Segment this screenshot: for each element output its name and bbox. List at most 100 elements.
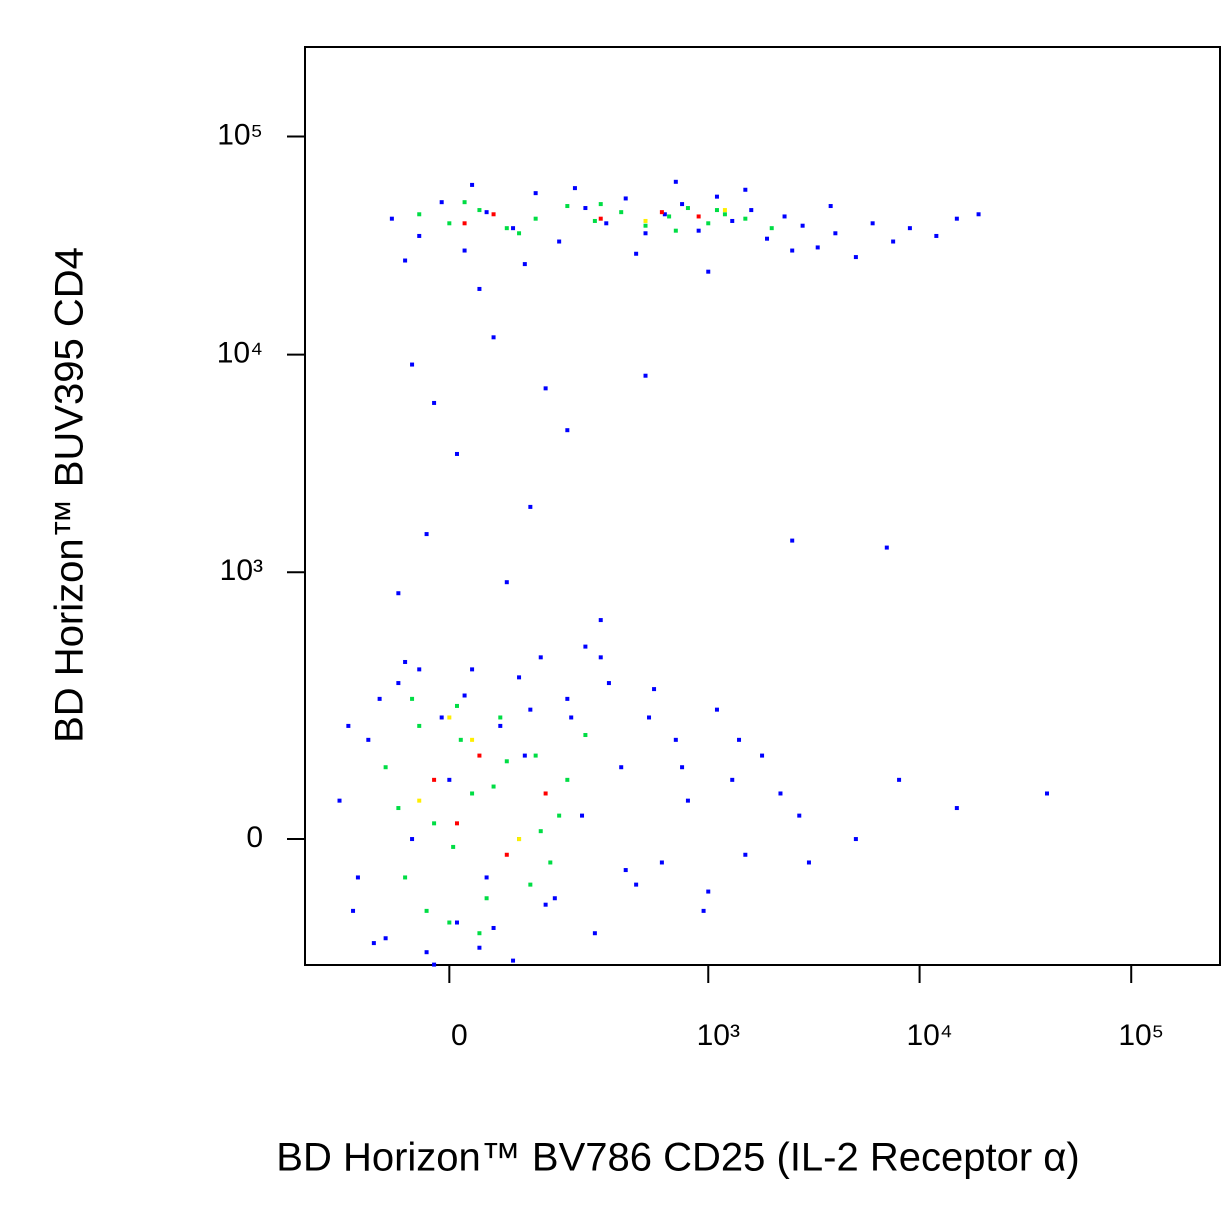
point — [491, 335, 496, 340]
point — [643, 223, 648, 228]
point — [403, 659, 408, 664]
point — [828, 204, 833, 209]
point — [417, 233, 422, 238]
point — [565, 696, 570, 701]
point — [769, 226, 774, 231]
point — [737, 737, 742, 742]
point — [815, 245, 820, 250]
point — [673, 179, 678, 184]
point — [619, 210, 624, 215]
point — [454, 703, 459, 708]
point — [396, 681, 401, 686]
point — [424, 532, 429, 537]
point — [1045, 791, 1050, 796]
point — [583, 206, 588, 211]
point — [410, 837, 415, 842]
point — [743, 852, 748, 857]
point — [470, 182, 475, 187]
point — [580, 813, 585, 818]
point — [543, 386, 548, 391]
point — [643, 218, 648, 223]
point — [623, 868, 628, 873]
point — [517, 837, 522, 842]
point — [706, 221, 711, 226]
point — [424, 908, 429, 913]
point — [598, 618, 603, 623]
point — [477, 286, 482, 291]
point — [528, 504, 533, 509]
point — [557, 813, 562, 818]
point — [790, 248, 795, 253]
x-axis-title: BD Horizon™ BV786 CD25 (IL-2 Receptor α) — [276, 1136, 1079, 1180]
point — [477, 208, 482, 213]
point — [714, 707, 719, 712]
point — [730, 218, 735, 223]
point — [403, 258, 408, 263]
point — [533, 216, 538, 221]
point — [565, 204, 570, 209]
point — [606, 681, 611, 686]
point — [383, 765, 388, 770]
point — [462, 693, 467, 698]
point — [592, 931, 597, 936]
point — [870, 221, 875, 226]
point — [517, 675, 522, 680]
point — [504, 226, 509, 231]
point — [680, 202, 685, 207]
point — [954, 806, 959, 811]
point — [598, 202, 603, 207]
point — [565, 777, 570, 782]
point — [533, 191, 538, 196]
point — [403, 875, 408, 880]
point — [714, 208, 719, 213]
point — [743, 216, 748, 221]
point — [484, 210, 489, 215]
point — [572, 186, 577, 191]
point — [528, 707, 533, 712]
point — [800, 223, 805, 228]
point — [462, 200, 467, 205]
point — [366, 737, 371, 742]
point — [619, 765, 624, 770]
y-tick-label: 10³ — [220, 554, 263, 587]
point — [498, 715, 503, 720]
point — [439, 200, 444, 205]
point — [396, 591, 401, 596]
point — [680, 765, 685, 770]
point — [451, 844, 456, 849]
point — [484, 896, 489, 901]
point — [484, 875, 489, 880]
point — [477, 945, 482, 950]
point — [417, 667, 422, 672]
point — [377, 696, 382, 701]
point — [410, 696, 415, 701]
point — [853, 837, 858, 842]
point — [623, 196, 628, 201]
point — [538, 829, 543, 834]
point — [543, 902, 548, 907]
point — [447, 777, 452, 782]
point — [685, 798, 690, 803]
point — [396, 806, 401, 811]
point — [685, 206, 690, 211]
point — [543, 791, 548, 796]
point — [491, 925, 496, 930]
point — [504, 852, 509, 857]
point — [491, 212, 496, 217]
point — [934, 233, 939, 238]
point — [667, 214, 672, 219]
point — [696, 228, 701, 233]
point — [643, 231, 648, 236]
x-tick-label: 0 — [451, 1019, 468, 1052]
point — [696, 214, 701, 219]
point — [778, 791, 783, 796]
point — [701, 908, 706, 913]
point — [569, 715, 574, 720]
point — [477, 753, 482, 758]
point — [548, 860, 553, 865]
point — [533, 753, 538, 758]
point — [417, 212, 422, 217]
point — [511, 226, 516, 231]
point — [447, 715, 452, 720]
point — [706, 889, 711, 894]
